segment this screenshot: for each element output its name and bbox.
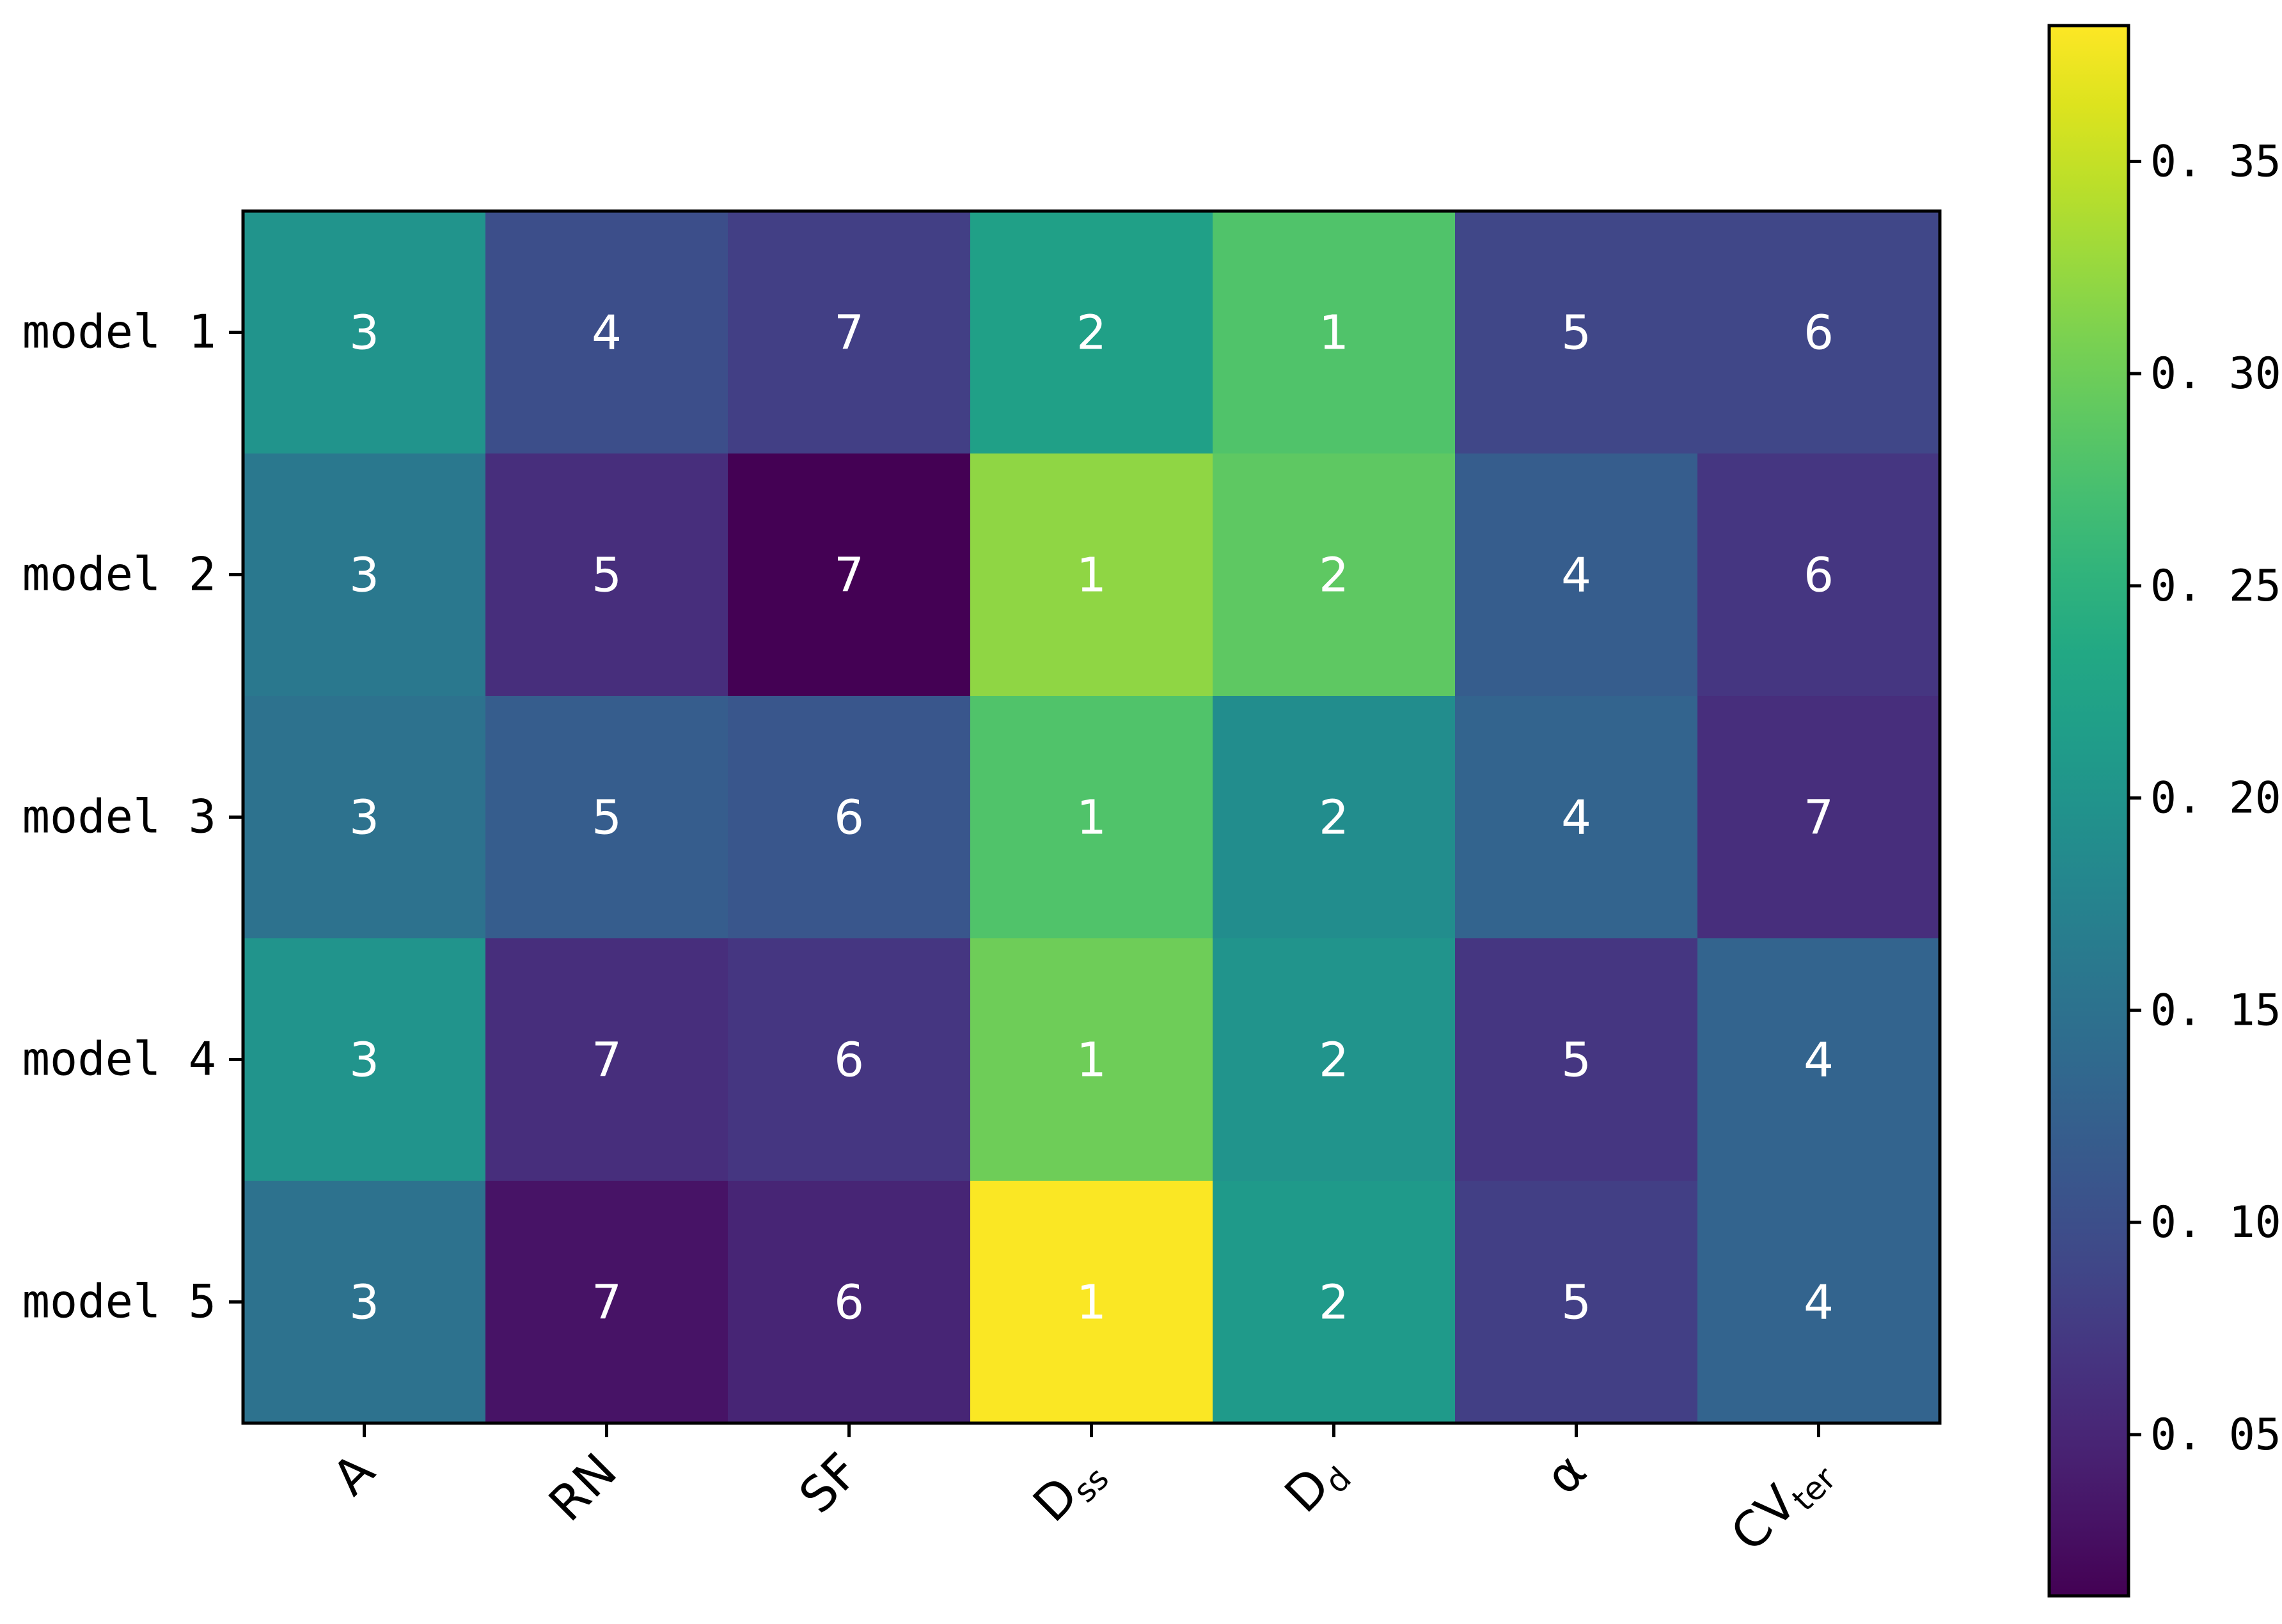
colorbar-gradient [2049,26,2129,1596]
cell-annotation-r1-c1: 3 [349,306,379,361]
heatmap-cell-r3-c1 [243,696,486,939]
x-tick-label-3: SF [788,1442,870,1524]
heatmap-cell-r4-c1 [243,938,486,1181]
heatmap-cell-r4-c4 [970,938,1213,1181]
cell-annotation-r2-c4: 1 [1076,548,1106,603]
colorbar-tick-label-1: 0. 05 [2150,1410,2281,1460]
cell-annotation-r3-c2: 5 [592,791,622,846]
heatmap-cell-r3-c5 [1213,696,1456,939]
y-tick-label-4: model 4 [22,1032,216,1086]
heatmap-cell-r2-c5 [1213,453,1456,697]
colorbar-tick-label-5: 0. 25 [2150,561,2281,611]
heatmap-cell-r4-c2 [485,938,728,1181]
colorbar-frame [2047,24,2130,1598]
cell-annotation-r3-c7: 7 [1804,791,1834,846]
x-tick-label-4: Dss [1022,1442,1116,1536]
cell-annotation-r2-c6: 4 [1561,548,1591,603]
cell-annotation-r4-c2: 7 [592,1033,622,1088]
cell-annotation-r5-c1: 3 [349,1275,379,1330]
cell-annotation-r5-c4: 1 [1076,1275,1106,1330]
cell-annotation-r5-c7: 4 [1804,1275,1834,1330]
cell-annotation-r2-c7: 6 [1804,548,1834,603]
heatmap-cell-r1-c3 [728,211,971,454]
colorbar-tick-label-3: 0. 15 [2150,985,2281,1036]
heatmap-cell-r3-c2 [485,696,728,939]
heatmap-cell-r4-c7 [1697,938,1940,1181]
y-tick-label-3: model 3 [22,790,216,844]
heatmap-cell-r1-c5 [1213,211,1456,454]
cell-annotation-r3-c6: 4 [1561,791,1591,846]
cell-annotation-r2-c5: 2 [1319,548,1349,603]
heatmap-cell-r2-c1 [243,453,486,697]
cell-annotation-r2-c1: 3 [349,548,379,603]
heatmap-cell-r3-c4 [970,696,1213,939]
y-tick-label-1: model 1 [22,305,216,359]
heatmap-cell-r5-c1 [243,1181,486,1424]
heatmap-cell-r3-c7 [1697,696,1940,939]
cell-annotation-r3-c3: 6 [834,791,864,846]
heatmap-cell-r5-c5 [1213,1181,1456,1424]
x-tick-label-1: A [322,1442,386,1506]
x-axis: A RN SF Dss Dd α CVter [322,1423,1843,1565]
heatmap-cell-r3-c6 [1455,696,1698,939]
cell-annotation-r2-c3: 7 [834,548,864,603]
heatmap-cell-r5-c7 [1697,1181,1940,1424]
y-tick-label-5: model 5 [22,1275,216,1328]
colorbar-tick-label-4: 0. 20 [2150,773,2281,824]
heatmap-cell-r1-c6 [1455,211,1698,454]
heatmap-cell-r1-c2 [485,211,728,454]
colorbar-tick-label-7: 0. 35 [2150,136,2281,187]
cell-annotation-r3-c1: 3 [349,791,379,846]
heatmap-cell-r2-c3 [728,453,971,697]
heatmap-cell-r4-c3 [728,938,971,1181]
heatmap-cell-r2-c6 [1455,453,1698,697]
cell-annotation-r4-c5: 2 [1319,1033,1349,1088]
y-tick-label-2: model 2 [22,548,216,601]
heatmap-cell-r5-c4 [970,1181,1213,1424]
heatmap-cell-r5-c6 [1455,1181,1698,1424]
cell-annotation-r4-c6: 5 [1561,1033,1591,1088]
cell-annotation-r1-c6: 5 [1561,306,1591,361]
heatmap-cell-r2-c2 [485,453,728,697]
heatmap-cell-r2-c4 [970,453,1213,697]
cell-annotation-r1-c3: 7 [834,306,864,361]
heatmap-cell-r1-c7 [1697,211,1940,454]
heatmap-cell-r4-c6 [1455,938,1698,1181]
x-tick-label-6: α [1534,1442,1597,1505]
heatmap-cell-r5-c2 [485,1181,728,1424]
heatmap-cell-r5-c3 [728,1181,971,1424]
colorbar: 0. 05 0. 10 0. 15 0. 20 0. 25 0. 30 0. 35 [2047,24,2281,1598]
cell-annotation-r5-c5: 2 [1319,1275,1349,1330]
colorbar-tick-label-2: 0. 10 [2150,1197,2281,1248]
cell-annotation-r4-c4: 1 [1076,1033,1106,1088]
heatmap-cell-r3-c3 [728,696,971,939]
x-tick-label-2: RN [538,1442,627,1532]
y-axis: model 1 model 2 model 3 model 4 model 5 [22,305,243,1328]
heatmap-cell-r4-c5 [1213,938,1456,1181]
heatmap-cells: 3 4 7 2 1 5 6 3 5 7 1 2 4 6 3 5 6 1 2 4 7 3 7 6 1 2 5 4 3 7 6 1 2 5 4 [243,211,1940,1424]
heatmap-cell-r1-c1 [243,211,486,454]
cell-annotation-r3-c5: 2 [1319,791,1349,846]
cell-annotation-r1-c7: 6 [1804,306,1834,361]
colorbar-tick-label-6: 0. 30 [2150,349,2281,399]
cell-annotation-r5-c2: 7 [592,1275,622,1330]
cell-annotation-r1-c2: 4 [592,306,622,361]
x-tick-label-7: CVter [1720,1442,1843,1565]
cell-annotation-r1-c4: 2 [1076,306,1106,361]
cell-annotation-r2-c2: 5 [592,548,622,603]
cell-annotation-r4-c3: 6 [834,1033,864,1088]
heatmap-cell-r2-c7 [1697,453,1940,697]
cell-annotation-r4-c1: 3 [349,1033,379,1088]
cell-annotation-r5-c3: 6 [834,1275,864,1330]
cell-annotation-r4-c7: 4 [1804,1033,1834,1088]
x-tick-label-5: Dd [1273,1442,1358,1527]
cell-annotation-r5-c6: 5 [1561,1275,1591,1330]
cell-annotation-r1-c5: 1 [1319,306,1349,361]
cell-annotation-r3-c4: 1 [1076,791,1106,846]
heatmap-cell-r1-c4 [970,211,1213,454]
